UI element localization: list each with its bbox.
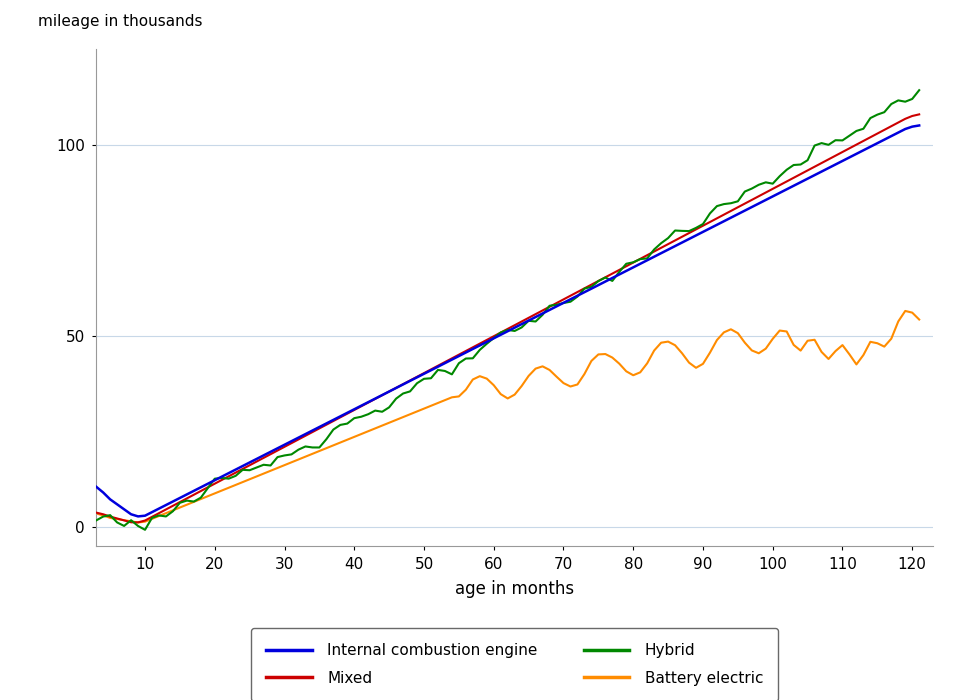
X-axis label: age in months: age in months (455, 580, 574, 598)
Legend: Internal combustion engine, Mixed, Hybrid, Battery electric: Internal combustion engine, Mixed, Hybri… (251, 628, 777, 700)
Text: mileage in thousands: mileage in thousands (37, 14, 202, 29)
